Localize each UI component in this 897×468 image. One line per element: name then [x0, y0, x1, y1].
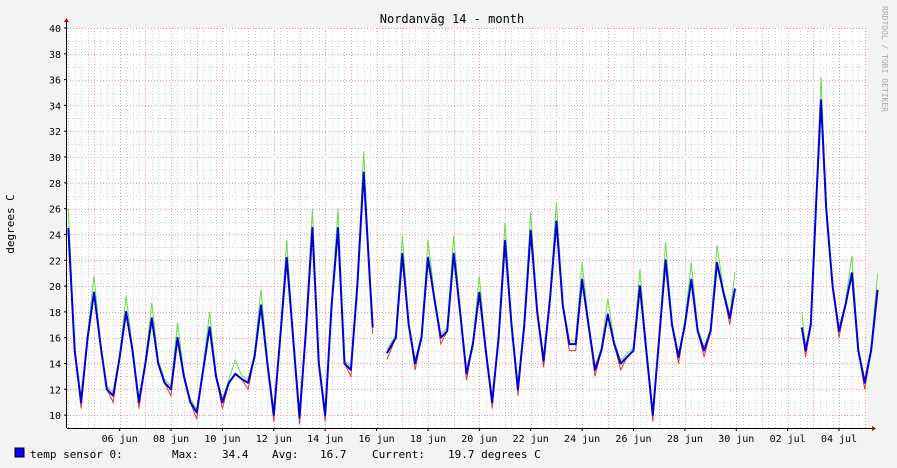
legend-current-label: Current:	[372, 448, 425, 461]
y-tick-label: 38	[49, 50, 61, 61]
y-tick-label: 26	[49, 205, 61, 216]
legend: temp sensor 0: Max: 34.4 Avg: 16.7 Curre…	[14, 447, 541, 461]
x-tick-label: 06 jun	[102, 434, 138, 445]
legend-series-label: temp sensor 0:	[30, 448, 123, 461]
y-axis-label: degrees C	[4, 194, 17, 254]
axis-layer	[64, 18, 876, 431]
y-tick-label: 40	[49, 24, 61, 35]
legend-avg-value: 16.7	[320, 448, 347, 461]
y-axis-arrow	[64, 18, 69, 22]
y-tick-label: 28	[49, 179, 61, 190]
x-tick-label: 04 jul	[821, 434, 857, 445]
y-tick-label: 12	[49, 385, 61, 396]
series-layer	[67, 76, 879, 425]
y-tick-label: 24	[49, 230, 61, 241]
y-tick-label: 20	[49, 282, 61, 293]
x-tick-label: 22 jun	[513, 434, 549, 445]
legend-max-value: 34.4	[222, 448, 249, 461]
y-tick-label: 18	[49, 308, 61, 319]
legend-max-label: Max:	[172, 448, 199, 461]
y-tick-label: 14	[49, 359, 61, 370]
x-tick-label: 24 jun	[564, 434, 600, 445]
legend-swatch	[14, 447, 25, 458]
watermark: RRDTOOL / TOBI OETIKER	[880, 6, 889, 112]
grid-layer	[67, 28, 866, 428]
plot-area	[67, 28, 866, 428]
chart-title: Nordanväg 14 - month	[380, 12, 525, 26]
x-axis-arrow	[872, 426, 876, 431]
y-tick-label: 22	[49, 256, 61, 267]
series-line	[67, 171, 374, 419]
x-tick-label: 16 jun	[359, 434, 395, 445]
x-tick-label: 02 jul	[770, 434, 806, 445]
x-tick-label: 30 jun	[718, 434, 754, 445]
legend-current-value: 19.7 degrees C	[448, 448, 541, 461]
x-tick-label: 10 jun	[204, 434, 240, 445]
y-tick-label: 32	[49, 127, 61, 138]
series-line	[800, 99, 879, 384]
x-tick-label: 20 jun	[461, 434, 497, 445]
series-line	[386, 220, 736, 417]
x-tick-label: 12 jun	[256, 434, 292, 445]
legend-avg-label: Avg:	[272, 448, 299, 461]
y-tick-label: 36	[49, 76, 61, 87]
x-tick-label: 14 jun	[307, 434, 343, 445]
x-tick-label: 28 jun	[667, 434, 703, 445]
y-tick-label: 16	[49, 334, 61, 345]
x-tick-label: 26 jun	[615, 434, 651, 445]
x-tick-label: 08 jun	[153, 434, 189, 445]
x-tick-label: 18 jun	[410, 434, 446, 445]
y-tick-label: 10	[49, 411, 61, 422]
y-tick-label: 30	[49, 153, 61, 164]
y-tick-label: 34	[49, 101, 61, 112]
tick-label-layer: 10 12 14 16 18 20 22 24 26 28 30 32 34 36 38 40 06 jun 08…	[49, 24, 857, 445]
